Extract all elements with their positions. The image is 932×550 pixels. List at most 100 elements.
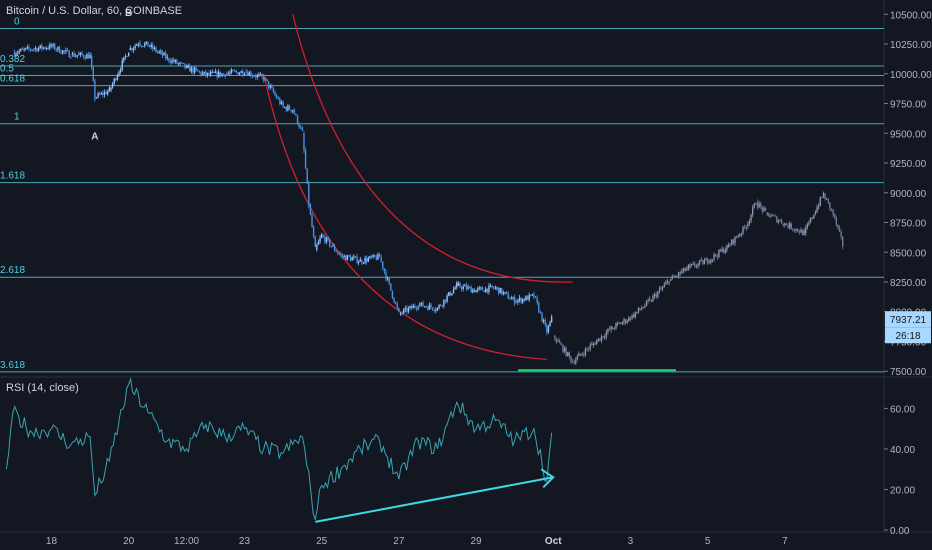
price-candle — [197, 69, 199, 72]
price-candle — [171, 59, 173, 63]
rsi-label: RSI (14, close) — [6, 382, 79, 394]
projection-candle — [613, 328, 616, 330]
price-candle — [102, 92, 104, 95]
price-candle — [31, 49, 33, 51]
projection-candle — [608, 328, 611, 330]
projection-candle — [785, 223, 788, 225]
projection-candle — [753, 203, 756, 208]
price-candle — [100, 92, 103, 95]
projection-candle — [832, 209, 834, 215]
projection-candle — [604, 336, 606, 338]
price-candle — [132, 48, 135, 50]
price-candle — [531, 294, 534, 296]
projection-candle — [817, 205, 820, 208]
price-tick-label: 9500.00 — [890, 129, 927, 140]
price-candle — [298, 123, 300, 128]
projection-candle — [559, 340, 561, 344]
projection-candle — [837, 224, 839, 228]
price-candle — [234, 70, 236, 72]
price-tick-label: 9750.00 — [890, 100, 927, 111]
price-candle — [134, 45, 136, 49]
price-candle — [446, 295, 448, 302]
price-candle — [523, 298, 526, 301]
projection-candle — [752, 207, 754, 215]
rsi-tick-label: 0.00 — [890, 526, 910, 537]
projection-candle — [811, 217, 813, 219]
projection-candle — [579, 353, 582, 355]
price-candle — [501, 288, 503, 295]
projection-candle — [764, 208, 767, 210]
projection-candle — [708, 260, 710, 263]
price-candle — [272, 88, 275, 93]
projection-candle — [768, 212, 770, 217]
projection-candle — [623, 319, 625, 323]
time-tick-label: 23 — [239, 536, 251, 547]
projection-candle — [724, 250, 727, 253]
projection-candle — [567, 352, 569, 357]
price-tick-label: 10250.00 — [890, 40, 932, 51]
price-candle — [439, 304, 442, 306]
fib-level-label: 0.382 — [0, 54, 25, 65]
projection-candle — [665, 282, 667, 285]
curved-channel[interactable] — [263, 14, 573, 360]
projection-candle — [620, 322, 622, 325]
projection-candle — [687, 265, 690, 269]
projection-candle — [649, 298, 651, 300]
rsi-series — [5, 377, 555, 523]
price-candle — [45, 48, 48, 50]
price-candle — [366, 257, 368, 262]
projection-candle — [584, 348, 587, 356]
price-candle — [448, 292, 450, 296]
price-candle — [348, 255, 350, 257]
projection-candle — [587, 348, 590, 350]
price-candle — [470, 286, 472, 293]
projection-candle — [639, 308, 641, 310]
price-candle — [115, 78, 117, 81]
price-candle — [269, 86, 271, 88]
rsi-trend-arrow — [315, 476, 554, 523]
price-candle — [401, 313, 403, 315]
price-candle — [60, 52, 62, 54]
projection-candle — [673, 276, 675, 278]
price-candle — [533, 294, 535, 298]
price-candle — [208, 72, 210, 75]
price-candle — [351, 257, 353, 261]
price-candle — [211, 71, 213, 73]
projection-candle — [735, 236, 738, 238]
projection-candle — [771, 215, 773, 217]
price-candle — [216, 71, 218, 78]
time-tick-label: Oct — [545, 536, 562, 547]
price-candle — [438, 304, 440, 309]
projection-candle — [766, 212, 768, 214]
projection-candle — [734, 236, 736, 244]
price-candle — [340, 254, 342, 256]
price-candle — [240, 70, 242, 73]
price-tick-label: 8750.00 — [890, 219, 927, 230]
price-candle — [369, 256, 371, 259]
price-candle — [99, 93, 101, 95]
price-candle — [89, 54, 91, 59]
price-candle — [549, 322, 551, 327]
projection-candle — [645, 300, 648, 306]
projection-candle — [803, 230, 805, 235]
price-candle — [33, 48, 35, 50]
projection-candle — [597, 338, 599, 341]
price-candle — [486, 288, 489, 293]
projection-candle — [819, 197, 821, 206]
price-candle — [539, 312, 542, 314]
price-candle — [411, 305, 413, 309]
price-candle — [187, 65, 189, 68]
projection-candle — [821, 197, 823, 199]
price-candle — [229, 72, 231, 74]
price-badges: 7937.21 26:18 — [885, 311, 931, 344]
price-candle — [275, 94, 278, 99]
projection-candle — [652, 296, 654, 301]
price-candle — [34, 48, 37, 50]
price-candle — [152, 44, 154, 49]
price-candle — [483, 290, 485, 293]
projection-candle — [578, 353, 580, 357]
point-label-a: A — [91, 132, 98, 143]
projection-candle — [657, 291, 659, 298]
